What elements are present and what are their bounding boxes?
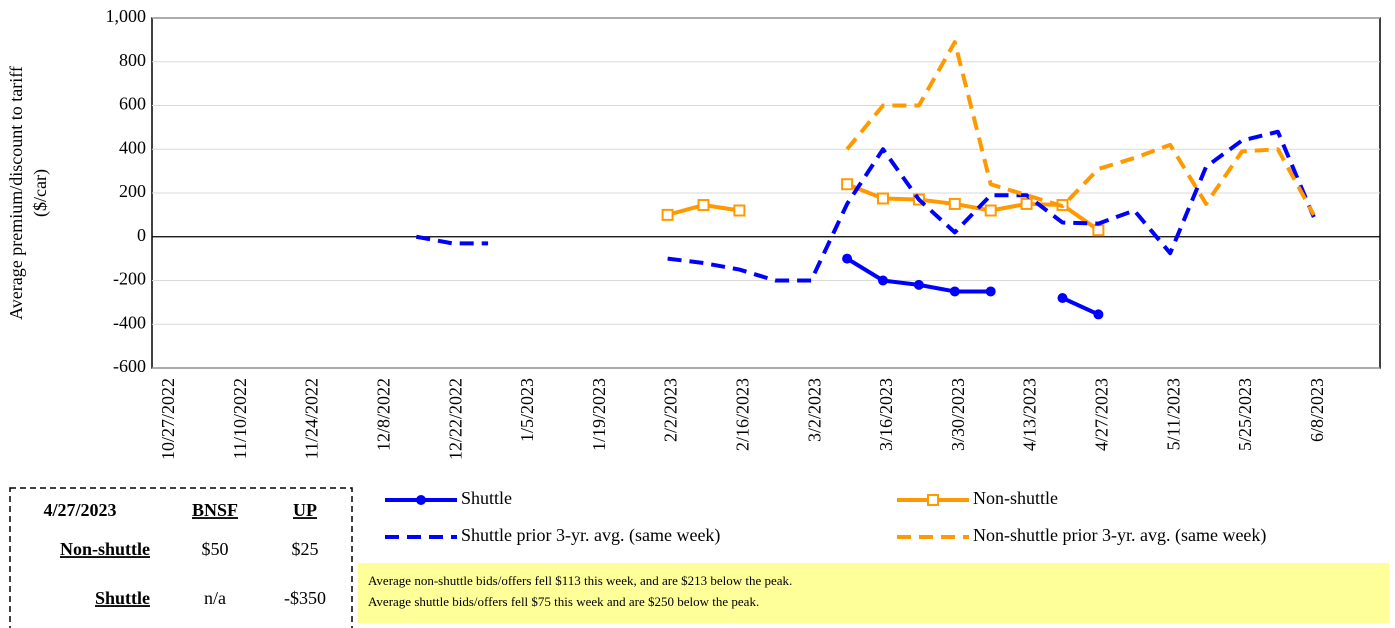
note-box (358, 563, 1389, 623)
series-line (845, 40, 1316, 216)
series-line (415, 129, 1316, 283)
point (1093, 309, 1104, 320)
legend-label: Shuttle (461, 488, 512, 508)
x-tick-label: 3/2/2023 (804, 378, 824, 442)
y-axis-label-line: Average premium/discount to tariff (6, 66, 26, 320)
point (985, 286, 996, 297)
point (733, 204, 746, 217)
y-tick-label: 800 (119, 50, 146, 70)
y-axis-label-line: ($/car) (30, 169, 51, 217)
y-tick-label: -400 (113, 312, 146, 332)
legend-marker (416, 495, 426, 505)
legend-marker (927, 494, 939, 506)
point (949, 286, 960, 297)
point (877, 192, 889, 205)
y-tick-label: 600 (119, 94, 146, 114)
point (661, 208, 674, 221)
table-cell: $50 (202, 539, 229, 559)
y-tick-label: 1,000 (106, 6, 147, 26)
y-tick-label: 200 (119, 181, 146, 201)
x-tick-label: 11/24/2022 (302, 378, 322, 459)
point (878, 275, 888, 286)
point (1020, 197, 1033, 210)
point (948, 197, 961, 210)
x-tick-label: 1/5/2023 (517, 378, 537, 442)
table-cell: -$350 (284, 588, 326, 608)
note: Average non-shuttle bids/offers fell $11… (368, 573, 792, 588)
legend-label: Non-shuttle (973, 488, 1058, 508)
x-tick-label: 11/10/2022 (230, 378, 250, 459)
point (1057, 293, 1068, 303)
x-tick-label: 6/8/2023 (1307, 378, 1327, 442)
x-tick-label: 12/8/2022 (374, 378, 394, 451)
note: Average shuttle bids/offers fell $75 thi… (368, 594, 759, 609)
point (697, 199, 710, 212)
y-tick-label: -600 (113, 356, 146, 376)
table-row-label: Non-shuttle (60, 539, 150, 559)
table-header: BNSF (192, 500, 238, 520)
x-tick-label: 1/19/2023 (589, 378, 609, 451)
x-tick-label: 12/22/2022 (445, 378, 465, 460)
legend-label: Non-shuttle prior 3-yr. avg. (same week) (973, 525, 1266, 546)
x-tick-label: 5/25/2023 (1235, 378, 1255, 451)
table-header: 4/27/2023 (43, 500, 116, 520)
point (913, 279, 924, 290)
legend-label: Shuttle prior 3-yr. avg. (same week) (461, 525, 720, 546)
x-tick-label: 3/30/2023 (948, 378, 968, 451)
x-tick-label: 5/11/2023 (1163, 378, 1183, 450)
y-tick-label: 400 (119, 137, 146, 157)
x-tick-label: 4/13/2023 (1020, 378, 1040, 451)
x-tick-label: 10/27/2022 (158, 378, 178, 460)
point (984, 204, 997, 217)
x-tick-label: 2/2/2023 (661, 378, 681, 442)
table-cell: $25 (292, 539, 319, 559)
x-tick-label: 2/16/2023 (733, 378, 753, 451)
x-tick-label: 3/16/2023 (876, 378, 896, 451)
point (842, 253, 853, 264)
table-header: UP (293, 500, 317, 520)
summary-box (9, 487, 353, 628)
table-cell: n/a (204, 588, 226, 608)
x-tick-label: 4/27/2023 (1092, 378, 1112, 451)
series-line (846, 256, 1100, 317)
point (841, 178, 854, 191)
point (1092, 224, 1105, 237)
series-line (667, 182, 1100, 232)
table-row-label: Shuttle (95, 588, 150, 608)
y-tick-label: 0 (137, 225, 146, 245)
y-tick-label: -200 (113, 269, 146, 289)
